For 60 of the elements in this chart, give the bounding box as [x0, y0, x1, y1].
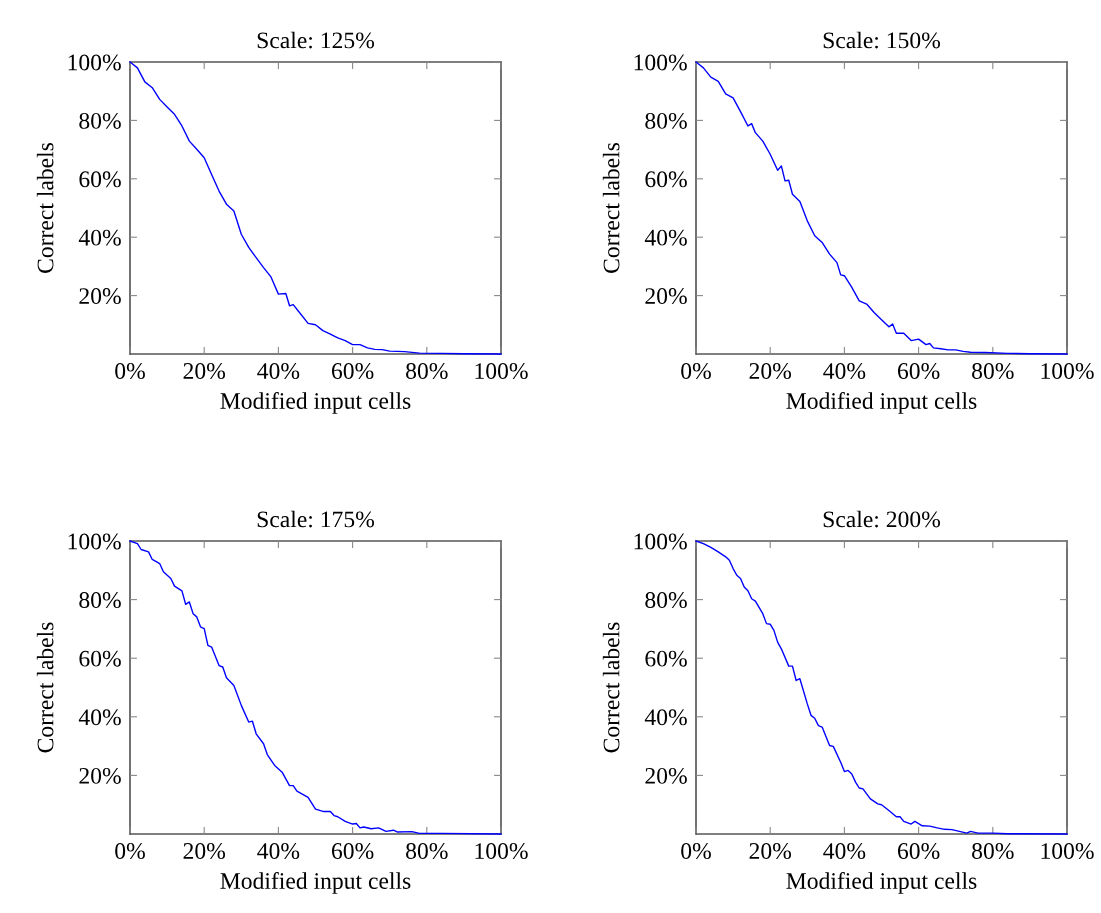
x-tick-label: 80%	[406, 363, 448, 380]
y-tick-label: 20%	[79, 767, 121, 784]
y-axis-title: Correct labels	[36, 142, 54, 273]
x-axis-title: Modified input cells	[786, 872, 977, 894]
x-tick-label: 40%	[823, 843, 866, 860]
x-tick-label: 100%	[1041, 363, 1094, 380]
y-tick-label: 80%	[645, 592, 687, 609]
x-tick-label: 20%	[749, 843, 792, 860]
x-tick-label: 60%	[897, 843, 940, 860]
y-tick-label: 80%	[79, 592, 121, 609]
x-tick-label: 60%	[897, 363, 940, 380]
x-tick-label: 80%	[972, 843, 1014, 860]
x-axis-title: Modified input cells	[220, 392, 411, 414]
y-tick-label: 60%	[79, 650, 121, 667]
x-tick-label: 0%	[115, 363, 145, 380]
y-tick-label: 20%	[79, 288, 121, 305]
y-tick-label: 100%	[634, 54, 687, 71]
x-tick-label: 20%	[183, 843, 226, 860]
x-tick-label: 20%	[749, 363, 792, 380]
y-tick-label: 60%	[645, 650, 687, 667]
x-axis-title: Modified input cells	[220, 872, 411, 894]
y-tick-label: 100%	[68, 54, 121, 71]
x-axis-title: Modified input cells	[786, 392, 977, 414]
y-tick-label: 100%	[634, 533, 687, 550]
y-tick-label: 80%	[79, 112, 121, 129]
chart-title: Scale: 150%	[823, 31, 941, 49]
x-tick-label: 0%	[115, 843, 145, 860]
chart-title: Scale: 175%	[257, 510, 375, 528]
x-tick-label: 0%	[681, 363, 711, 380]
y-tick-label: 100%	[68, 533, 121, 550]
y-tick-label: 60%	[645, 171, 687, 188]
y-tick-label: 60%	[79, 171, 121, 188]
x-tick-label: 80%	[972, 363, 1014, 380]
x-tick-label: 80%	[406, 843, 448, 860]
x-tick-label: 40%	[257, 843, 300, 860]
x-tick-label: 0%	[681, 843, 711, 860]
y-tick-label: 80%	[645, 112, 687, 129]
y-tick-label: 20%	[645, 288, 687, 305]
chart-title: Scale: 200%	[823, 510, 941, 528]
y-tick-label: 40%	[644, 229, 687, 246]
y-axis-title: Correct labels	[602, 142, 620, 273]
y-tick-label: 40%	[78, 709, 121, 726]
y-axis-title: Correct labels	[602, 622, 620, 753]
y-axis-title: Correct labels	[36, 622, 54, 753]
y-tick-label: 20%	[645, 767, 687, 784]
chart-title: Scale: 125%	[257, 31, 375, 49]
x-tick-label: 60%	[331, 843, 374, 860]
line-series	[695, 61, 1068, 355]
line-series	[129, 61, 502, 355]
x-tick-label: 40%	[823, 363, 866, 380]
x-tick-label: 20%	[183, 363, 226, 380]
x-tick-label: 40%	[257, 363, 300, 380]
x-tick-label: 100%	[475, 843, 528, 860]
line-series	[129, 540, 502, 835]
x-tick-label: 60%	[331, 363, 374, 380]
y-tick-label: 40%	[78, 229, 121, 246]
y-tick-label: 40%	[644, 709, 687, 726]
x-tick-label: 100%	[1041, 843, 1094, 860]
x-tick-label: 100%	[475, 363, 528, 380]
line-series	[695, 540, 1068, 835]
